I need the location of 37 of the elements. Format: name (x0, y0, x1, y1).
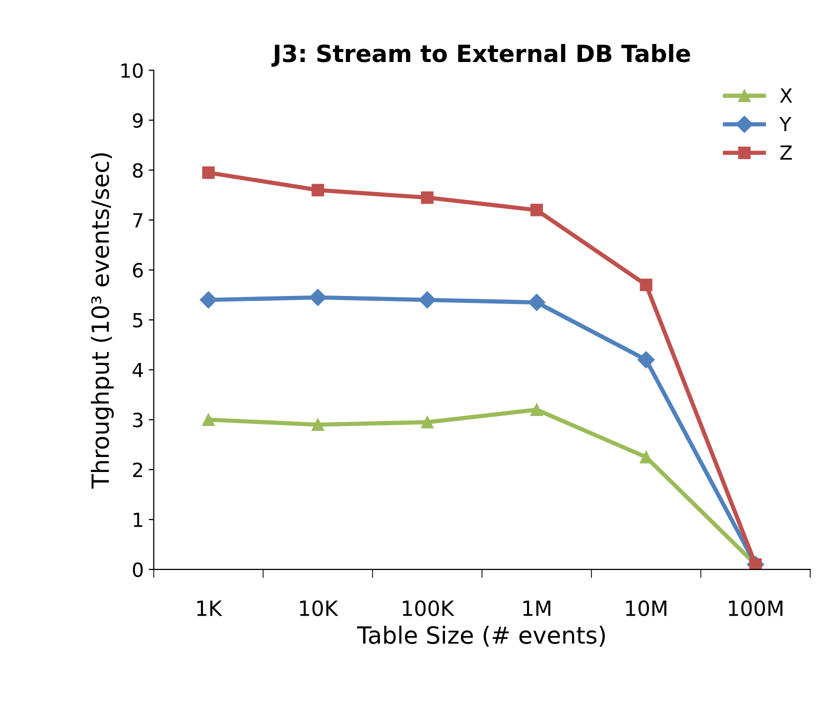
point (528, 294, 546, 311)
point (200, 291, 217, 308)
x-axis-title: Table Size (# events) (357, 626, 605, 647)
point (418, 291, 436, 308)
point (530, 403, 543, 416)
point (530, 204, 543, 216)
point (638, 351, 655, 368)
y-tick-label: 5 (133, 313, 142, 328)
y-tick-label: 10 (121, 63, 143, 78)
legend-label: Y (779, 116, 792, 132)
x-tick-label: 100M (728, 600, 782, 616)
x-tick-label: 1K (197, 600, 222, 616)
y-tick-label: 0 (132, 562, 143, 578)
point (202, 413, 215, 426)
x-tick-label: 1M (523, 600, 550, 616)
y-tick-label: 1 (134, 512, 142, 527)
y-tick-label: 4 (132, 362, 143, 378)
y-tick-label: 3 (133, 412, 142, 428)
y-tick-label: 9 (132, 113, 143, 128)
y-tick-label: 7 (133, 213, 142, 228)
y-tick-label: 6 (133, 262, 143, 278)
legend-label: X (780, 88, 792, 103)
x-tick-label: 10K (300, 600, 338, 616)
x-tick-label: 100K (402, 600, 454, 616)
legend-label: Z (780, 145, 792, 160)
point (640, 278, 652, 292)
y-tick-label: 2 (133, 462, 142, 477)
point (202, 166, 215, 179)
point (309, 288, 326, 306)
y-tick-label: 8 (132, 163, 143, 178)
y-axis-title: Throughput (10³ events/sec) (90, 153, 114, 489)
point (421, 416, 434, 428)
point (312, 184, 324, 196)
x-tick-label: 10M (626, 600, 666, 616)
point (312, 418, 324, 431)
point (421, 191, 434, 204)
chart-title: J3: Stream to External DB Table (271, 44, 690, 67)
